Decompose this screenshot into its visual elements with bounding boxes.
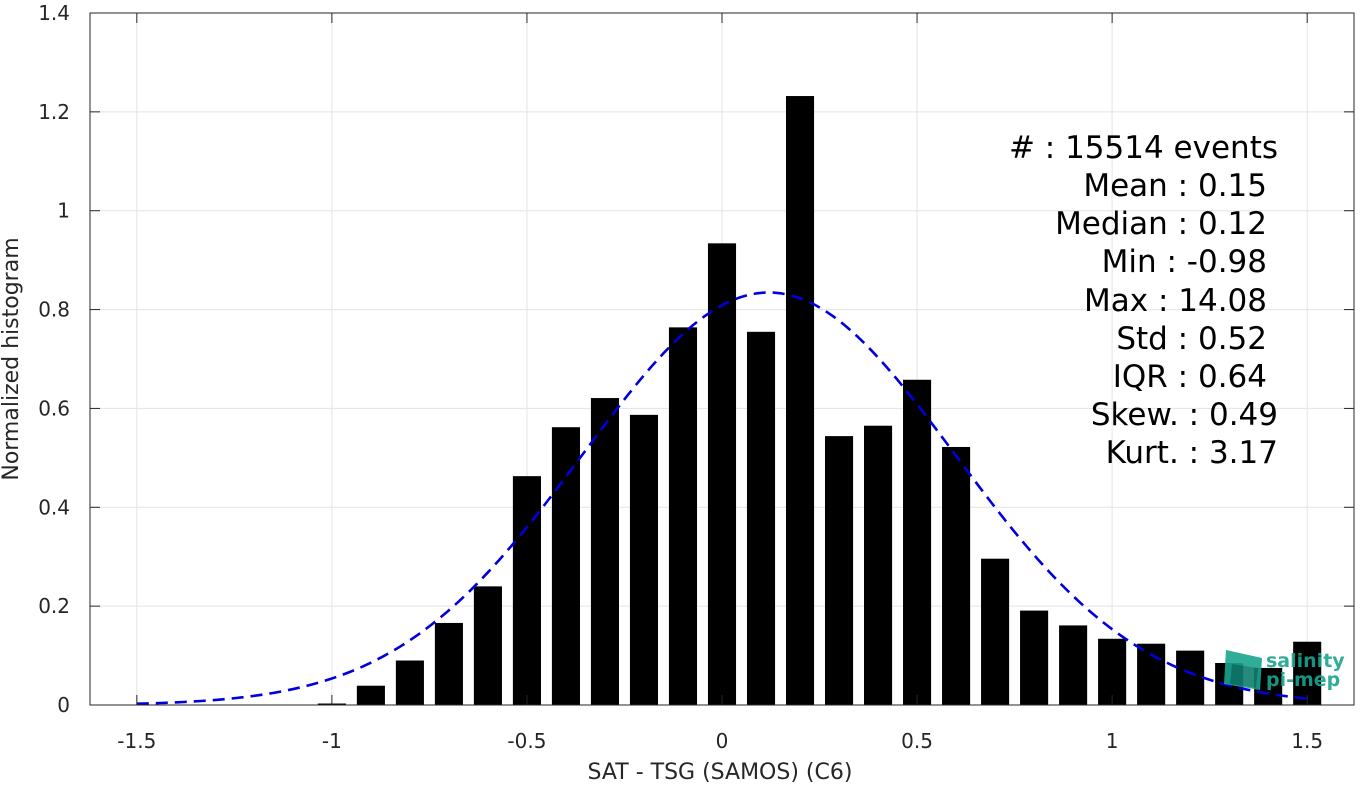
- histogram-bar: [1020, 610, 1049, 705]
- histogram-bar: [903, 379, 932, 705]
- y-tick-label: 0.6: [38, 396, 70, 420]
- histogram-bar: [629, 414, 659, 705]
- histogram-bar: [590, 398, 620, 705]
- y-tick-label: 0.4: [38, 495, 70, 519]
- y-tick-label: 1: [57, 199, 70, 223]
- stat-min: Min : -0.98: [1102, 244, 1267, 280]
- x-axis-label: SAT - TSG (SAMOS) (C6): [588, 760, 853, 785]
- stat-skew: Skew. : 0.49: [1091, 397, 1278, 433]
- stat-events: # : 15514 events: [1009, 130, 1278, 166]
- stat-std: Std : 0.52: [1116, 321, 1267, 357]
- histogram-bar: [981, 558, 1010, 705]
- axis-ticks: [90, 12, 1354, 706]
- x-tick-label: -1.5: [117, 729, 156, 753]
- x-tick-label: -1: [322, 729, 342, 753]
- stat-kurt: Kurt. : 3.17: [1106, 435, 1278, 471]
- logo-text-salinity: salinity: [1266, 650, 1345, 672]
- histogram-bar: [1293, 641, 1322, 705]
- x-tick-label: 1.5: [1291, 729, 1323, 753]
- axis-tick-labels: -1.5 -1 -0.5 0 0.5 1 1.5 0 0.2 0.4 0.6 0.8 1 1.2 1.4: [38, 1, 1323, 753]
- histogram-bar: [1176, 650, 1205, 705]
- y-tick-label: 1.4: [38, 1, 70, 25]
- histogram-bar: [864, 425, 893, 705]
- y-tick-label: 0.2: [38, 594, 70, 618]
- y-axis-label: Normalized histogram: [0, 237, 24, 480]
- histogram-bar: [824, 436, 854, 705]
- x-tick-label: 0: [716, 729, 729, 753]
- stat-max: Max : 14.08: [1084, 283, 1267, 319]
- histogram-bars: [317, 96, 1322, 706]
- histogram-bar: [1098, 638, 1127, 705]
- logo-text-pimep: pi-mep: [1266, 669, 1340, 691]
- histogram-bar: [707, 243, 737, 705]
- histogram-bar: [1059, 625, 1088, 705]
- x-tick-label: 0.5: [901, 729, 933, 753]
- y-tick-label: 0.8: [38, 298, 70, 322]
- statistics-annotation: # : 15514 events Mean : 0.15 Median : 0.…: [1009, 130, 1278, 471]
- histogram-bar: [746, 331, 776, 705]
- histogram-bar: [942, 446, 971, 705]
- grid-lines: [90, 12, 1354, 706]
- histogram-bar: [395, 660, 424, 705]
- histogram-bar: [356, 685, 385, 705]
- stat-iqr: IQR : 0.64: [1113, 359, 1267, 395]
- logo-shape-inner-icon: [1230, 664, 1258, 688]
- stat-mean: Mean : 0.15: [1083, 168, 1267, 204]
- y-tick-label: 1.2: [38, 100, 70, 124]
- stat-median: Median : 0.12: [1055, 206, 1267, 242]
- histogram-bar: [551, 427, 580, 705]
- y-tick-label: 0: [57, 693, 70, 717]
- normal-fit-curve: [136, 291, 1308, 705]
- histogram-bar: [1137, 643, 1166, 705]
- salinity-pimep-logo: salinity pi-mep: [1224, 650, 1345, 691]
- histogram-bar: [785, 96, 815, 706]
- x-tick-label: -0.5: [507, 729, 546, 753]
- histogram-bar: [434, 622, 463, 705]
- histogram-bar: [473, 586, 502, 705]
- x-tick-label: 1: [1106, 729, 1119, 753]
- histogram-bar: [668, 327, 698, 705]
- histogram-bar: [512, 476, 541, 705]
